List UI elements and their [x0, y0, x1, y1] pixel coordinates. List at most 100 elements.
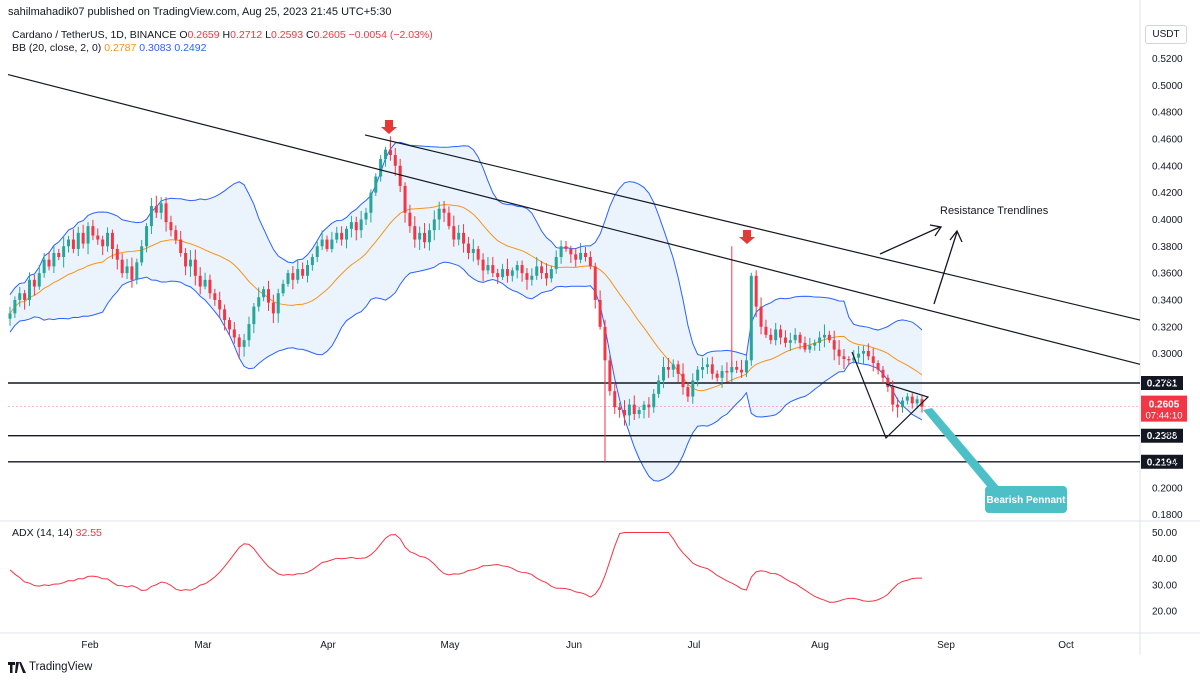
candle-body: [715, 373, 719, 378]
candle-body: [603, 326, 607, 361]
last-price-countdown: 07:44:10: [1146, 411, 1183, 422]
adx-legend: ADX (14, 14) 32.55: [12, 527, 102, 539]
candle-body: [681, 373, 685, 388]
candle-body: [149, 206, 153, 227]
candle-body: [622, 409, 627, 416]
candle-body: [530, 275, 534, 280]
ohlc-key-h: H: [219, 29, 231, 41]
price-axis-tick: 0.2000: [1152, 483, 1183, 494]
candle-body: [384, 149, 388, 160]
time-axis-tick: Feb: [81, 640, 99, 651]
candle-body: [81, 232, 85, 244]
candle-body: [266, 289, 270, 303]
candle-body: [164, 203, 168, 223]
candle-body: [813, 342, 817, 346]
candle-body: [179, 239, 183, 253]
candle-body: [774, 329, 778, 341]
candle-body: [140, 246, 144, 263]
price-axis-tick: 0.3000: [1152, 349, 1183, 360]
candle-body: [783, 337, 787, 343]
callout-box: [985, 486, 1067, 513]
candle-body: [125, 266, 129, 274]
candle-body: [900, 400, 904, 408]
candle-body: [471, 248, 475, 253]
price-axis-tick: 0.4200: [1152, 188, 1183, 199]
candle-body: [554, 257, 558, 270]
candle-body: [662, 367, 666, 381]
candle-body: [120, 259, 124, 274]
candle-body: [544, 273, 548, 279]
candle-body: [647, 404, 651, 408]
candle-body: [398, 165, 402, 186]
candle-body: [442, 208, 446, 213]
ohlc-key-c: C: [303, 29, 314, 41]
price-axis-tick: 0.3400: [1152, 295, 1183, 306]
candle-body: [281, 283, 285, 294]
candle-body: [520, 265, 524, 274]
candle-body: [32, 279, 36, 287]
candle-body: [476, 248, 480, 260]
candle-body: [354, 222, 358, 231]
candle-body: [213, 293, 217, 300]
candle-body: [866, 350, 870, 357]
candle-body: [891, 387, 895, 405]
candle-body: [305, 265, 310, 276]
candle-body: [652, 393, 656, 408]
price-axis-tick: 0.3800: [1152, 242, 1183, 253]
candle-body: [28, 279, 32, 300]
candle-body: [91, 226, 95, 236]
candle-body: [466, 243, 470, 253]
candle-body: [76, 232, 80, 249]
candle-body: [657, 380, 661, 394]
candle-body: [247, 324, 251, 341]
symbol-title: Cardano / TetherUS, 1D, BINANCE: [12, 29, 177, 41]
bb-basis-line: [9, 204, 923, 392]
candle-body: [857, 353, 861, 358]
down-arrow-marker-jul: [739, 230, 755, 244]
adx-label: ADX (14, 14): [12, 527, 73, 539]
candle-body: [642, 404, 646, 410]
candle-body: [315, 246, 319, 258]
candle-body: [262, 289, 266, 298]
trendline-lower: [364, 134, 1141, 321]
time-axis-tick: Mar: [194, 640, 212, 651]
adx-value: 32.55: [75, 527, 102, 539]
ohlc-value-h: 0.2712: [230, 29, 263, 41]
candle-body: [637, 409, 641, 414]
candle-body: [96, 235, 100, 240]
candle-body: [242, 340, 246, 347]
candle-body: [847, 358, 851, 361]
ohlc-value-l: 0.2593: [271, 29, 304, 41]
candle-body: [115, 248, 119, 260]
candle-body: [349, 222, 353, 229]
candle-body: [613, 391, 617, 408]
candle-body: [403, 185, 407, 213]
time-axis-tick: Jul: [688, 640, 701, 651]
candle-body: [145, 226, 149, 247]
candle-body: [827, 334, 831, 341]
candle-body: [632, 404, 636, 414]
adx-axis-tick: 40.00: [1152, 554, 1177, 565]
callout-pointer: [923, 408, 1000, 490]
bb-upper-value: 0.3083: [139, 42, 172, 54]
bb-lower-value: 0.2492: [174, 42, 207, 54]
candle-body: [23, 293, 27, 300]
candle-body: [915, 399, 919, 404]
candle-body: [37, 273, 41, 287]
candle-body: [18, 293, 22, 300]
candle-body: [779, 329, 783, 338]
candle-body: [881, 369, 885, 378]
candle-body: [223, 309, 227, 321]
level-tag: [1141, 376, 1183, 391]
candle-body: [676, 364, 680, 374]
candle-body: [393, 155, 397, 166]
price-axis-tick: 0.1800: [1152, 510, 1183, 521]
candle-body: [364, 212, 368, 220]
candle-body: [62, 246, 66, 258]
candle-body: [788, 340, 792, 343]
bb-upper-band: [9, 141, 923, 357]
candle-body: [169, 222, 173, 231]
candle-body: [486, 265, 490, 271]
currency-button[interactable]: USDT: [1145, 25, 1187, 44]
